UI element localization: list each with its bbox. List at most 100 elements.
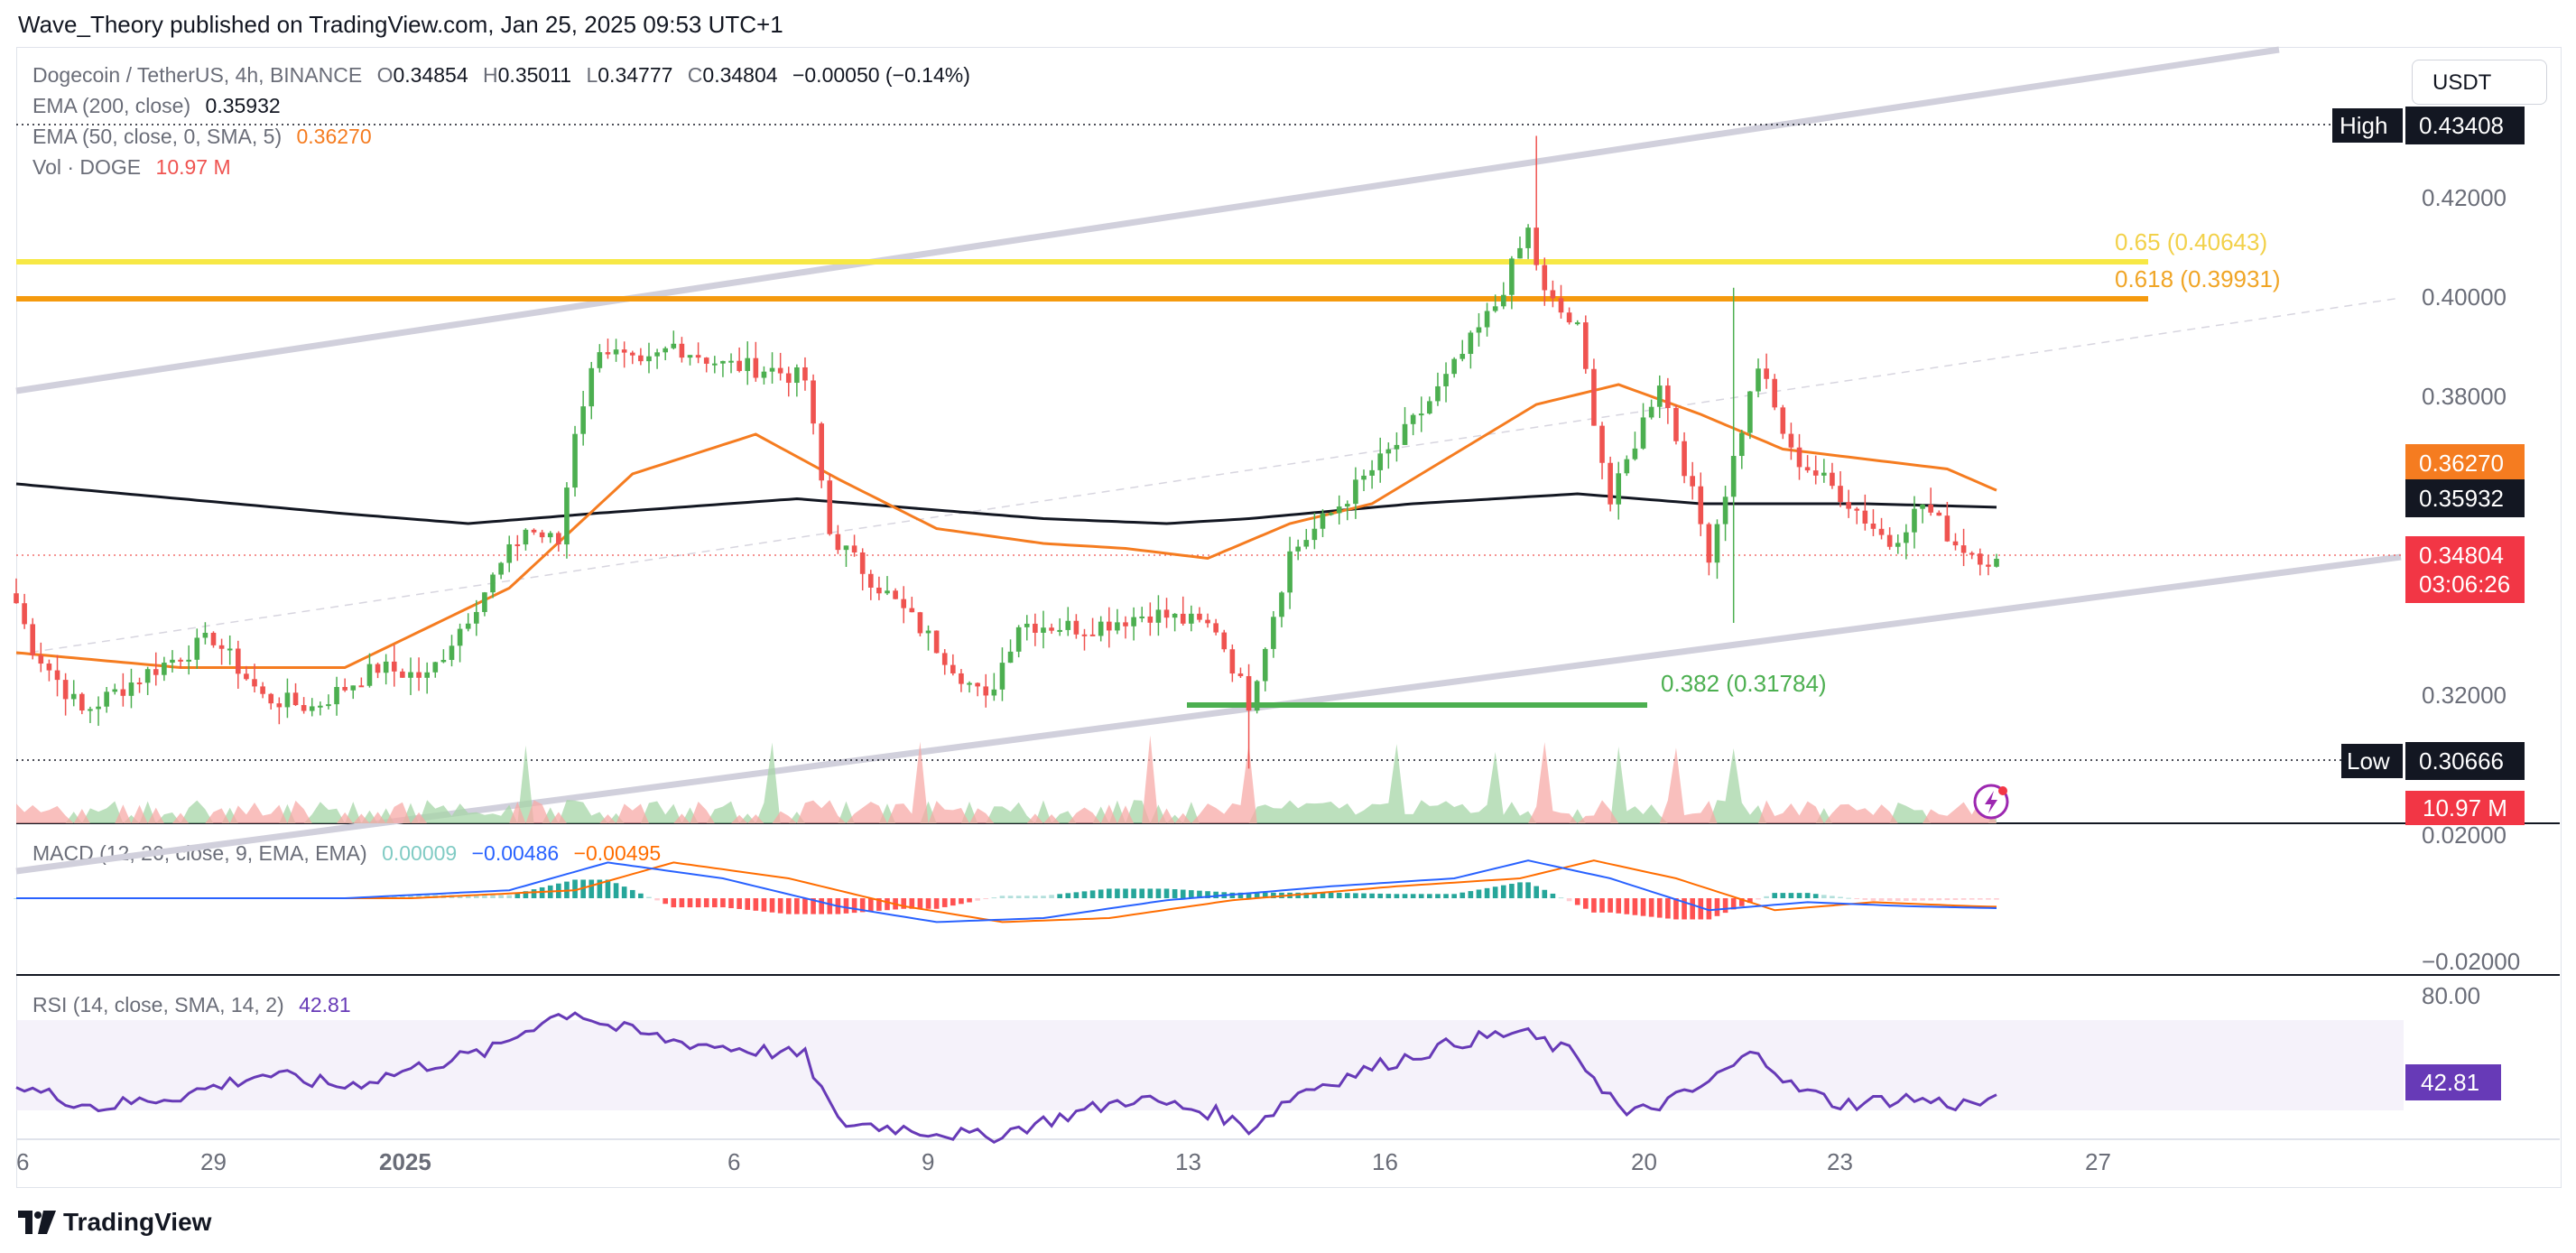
rsi-value: 42.81: [299, 993, 351, 1016]
candle-body: [1081, 634, 1088, 636]
rsi-line: [15, 1011, 1997, 1145]
candle-body: [1024, 623, 1030, 627]
candle-body: [1550, 290, 1556, 299]
candle-body: [358, 685, 365, 688]
candle-body: [292, 692, 299, 706]
legend-ema200-row[interactable]: EMA (200, close) 0.35932: [32, 94, 290, 118]
candle-body: [88, 709, 93, 711]
candle-body: [1007, 651, 1014, 664]
candle-body: [1073, 620, 1080, 635]
candle-body: [777, 367, 783, 374]
legend-ema50-row[interactable]: EMA (50, close, 0, SMA, 5) 0.36270: [32, 125, 381, 149]
macd-histogram-bar: [967, 898, 972, 903]
macd-histogram-bar: [646, 896, 652, 898]
macd-histogram-bar: [1608, 898, 1613, 913]
macd-histogram-bar: [843, 898, 849, 914]
candle-body: [326, 704, 331, 707]
candle-body: [1123, 622, 1128, 626]
macd-histogram-bar: [777, 898, 783, 914]
macd-histogram-bar: [1830, 896, 1835, 898]
macd-histogram-bar: [1517, 882, 1523, 898]
channel-mid-line[interactable]: [15, 297, 2402, 655]
high-tag-bg: [2405, 107, 2525, 144]
macd-histogram-bar: [761, 898, 767, 912]
candle-body: [144, 669, 151, 683]
candle-body: [1410, 414, 1416, 424]
candle-body: [1977, 553, 1983, 565]
channel-upper-line[interactable]: [15, 46, 2280, 394]
tradingview-logo[interactable]: TradingView: [18, 1208, 211, 1237]
candle-body: [753, 357, 759, 378]
macd-histogram-bar: [383, 896, 389, 898]
candle-body: [1928, 504, 1933, 513]
candle-body: [885, 590, 890, 594]
macd-histogram-bar: [1427, 894, 1432, 898]
macd-histogram-bar: [1738, 898, 1745, 906]
last-price-tag-bg: [2405, 536, 2525, 603]
macd-histogram-value: 0.00009: [382, 841, 458, 865]
candle-body: [1952, 541, 1959, 546]
fib-0382-label: 0.382 (0.31784): [1661, 670, 1827, 697]
macd-histogram-bar: [1886, 898, 1893, 901]
macd-histogram-bar: [531, 889, 537, 898]
macd-histogram-bar: [1509, 884, 1515, 898]
macd-histogram-bar: [1007, 896, 1014, 898]
macd-histogram-bar: [1098, 889, 1104, 898]
low-tag-value: 0.30666: [2419, 747, 2504, 775]
candle-body: [1517, 247, 1523, 259]
macd-histogram-bar: [638, 893, 644, 898]
macd-histogram-bar: [876, 898, 882, 911]
macd-histogram-bar: [1353, 893, 1358, 898]
macd-histogram-bar: [605, 879, 611, 898]
macd-histogram-bar: [1788, 893, 1794, 898]
macd-histogram-bar: [1106, 888, 1112, 898]
lightning-icon[interactable]: [1973, 784, 2009, 820]
volume-value: 10.97 M: [155, 155, 231, 179]
candle-body: [1451, 358, 1457, 375]
rsi-legend-row[interactable]: RSI (14, close, SMA, 14, 2) 42.81: [32, 993, 360, 1017]
time-axis-tick: 23: [1827, 1148, 1853, 1175]
macd-histogram-bar: [506, 895, 513, 898]
time-axis-tick: 6: [727, 1148, 740, 1175]
candle-body: [1500, 294, 1506, 307]
candle-body: [1936, 512, 1942, 516]
candle-body: [843, 545, 849, 551]
candle-body: [62, 680, 69, 700]
candle-body: [1747, 391, 1753, 433]
candle-body: [1353, 479, 1358, 505]
ema200-tag-bg: [2405, 479, 2525, 517]
candle-body: [1041, 627, 1046, 633]
candle-body: [1271, 617, 1276, 649]
candle-body: [999, 663, 1005, 690]
legend-volume-row[interactable]: Vol · DOGE 10.97 M: [32, 155, 240, 180]
candle-body: [605, 352, 611, 355]
macd-histogram-bar: [720, 898, 726, 908]
candle-body: [1172, 613, 1178, 618]
candle-body: [983, 686, 989, 696]
candle-body: [1640, 417, 1646, 449]
ema50-label: EMA (50, close, 0, SMA, 5): [32, 125, 283, 148]
candle-body: [186, 659, 191, 662]
candle-body: [1213, 623, 1219, 633]
candle-body: [416, 672, 422, 678]
candle-body: [1574, 322, 1580, 325]
macd-histogram-bar: [1435, 894, 1441, 898]
ema50-line: [15, 383, 1997, 669]
candle-body: [1361, 475, 1367, 480]
macd-histogram-bar: [1878, 898, 1885, 901]
high-tag-label-bg: [2332, 108, 2403, 143]
macd-histogram-bar: [1648, 898, 1654, 917]
rsi-tag-bg: [2405, 1064, 2501, 1100]
macd-histogram-bar: [933, 898, 940, 909]
low-tag-label-bg: [2341, 744, 2403, 778]
macd-histogram-bar: [572, 879, 578, 898]
currency-selector-button[interactable]: USDT: [2412, 60, 2547, 105]
candle-body: [588, 367, 595, 407]
candle-body: [178, 659, 183, 662]
symbol-label[interactable]: Dogecoin / TetherUS, 4h, BINANCE: [32, 63, 363, 87]
candle-body: [802, 367, 808, 381]
macd-histogram-bar: [523, 891, 529, 898]
macd-histogram-bar: [597, 879, 603, 898]
macd-histogram-bar: [613, 883, 619, 898]
